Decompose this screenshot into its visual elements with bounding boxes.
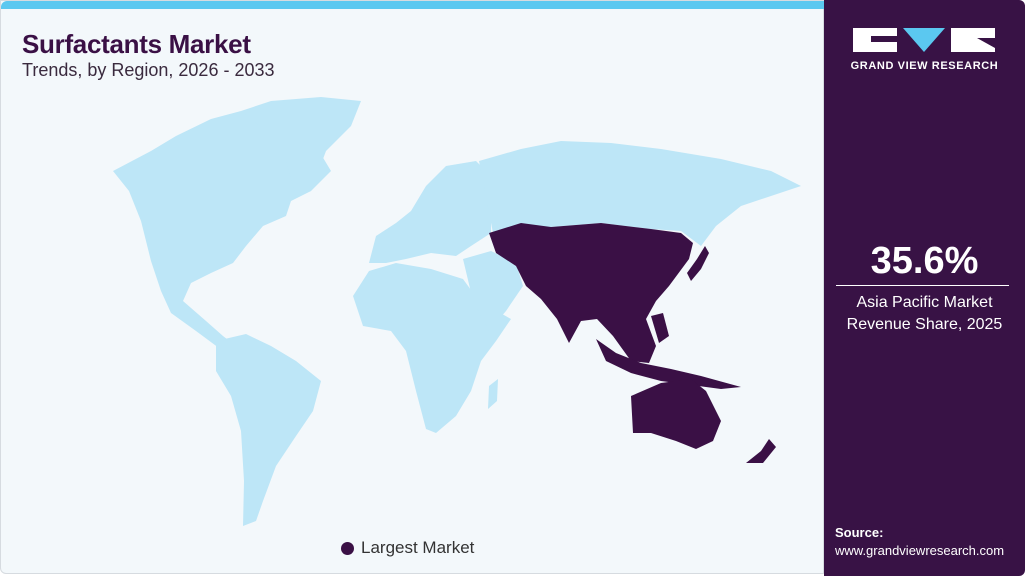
divider bbox=[836, 285, 1009, 286]
page-title: Surfactants Market bbox=[22, 29, 251, 59]
region-asia-pacific-mainland bbox=[489, 223, 693, 363]
region-greenland bbox=[241, 97, 361, 196]
logo-text: GRAND VIEW RESEARCH bbox=[850, 60, 999, 72]
region-north-america bbox=[113, 111, 331, 351]
largest-market-swatch bbox=[341, 541, 354, 555]
stat-value: 35.6% bbox=[870, 240, 979, 282]
legend-label: Largest Market bbox=[361, 538, 475, 557]
source-link[interactable]: www.grandviewresearch.com bbox=[835, 543, 1005, 558]
region-new-zealand bbox=[746, 439, 776, 463]
region-middle-east bbox=[463, 251, 523, 331]
region-south-america bbox=[216, 334, 321, 526]
accent-bar bbox=[1, 1, 825, 9]
page-subtitle: Trends, by Region, 2026 - 2033 bbox=[22, 60, 275, 80]
region-japan bbox=[687, 246, 709, 281]
region-africa bbox=[353, 263, 511, 433]
region-madagascar bbox=[488, 379, 498, 409]
region-philippines bbox=[651, 313, 669, 343]
map-area: Surfactants Market Trends, by Region, 20… bbox=[0, 0, 825, 574]
world-map bbox=[113, 97, 801, 526]
region-north-asia bbox=[479, 141, 801, 246]
stat-label-line1: Asia Pacific Market bbox=[856, 294, 993, 311]
source-label: Source: bbox=[835, 525, 884, 540]
grand-view-research-logo bbox=[853, 28, 995, 52]
region-europe bbox=[369, 161, 491, 263]
region-southeast-asia-islands bbox=[596, 339, 741, 389]
region-australia bbox=[631, 379, 721, 449]
stat-label-line2: Revenue Share, 2025 bbox=[846, 316, 1003, 333]
stat-label: Asia Pacific Market Revenue Share, 2025 bbox=[824, 292, 1025, 336]
stats-panel: GRAND VIEW RESEARCH 35.6% Asia Pacific M… bbox=[824, 0, 1025, 576]
map-legend: Largest Market bbox=[341, 538, 474, 558]
